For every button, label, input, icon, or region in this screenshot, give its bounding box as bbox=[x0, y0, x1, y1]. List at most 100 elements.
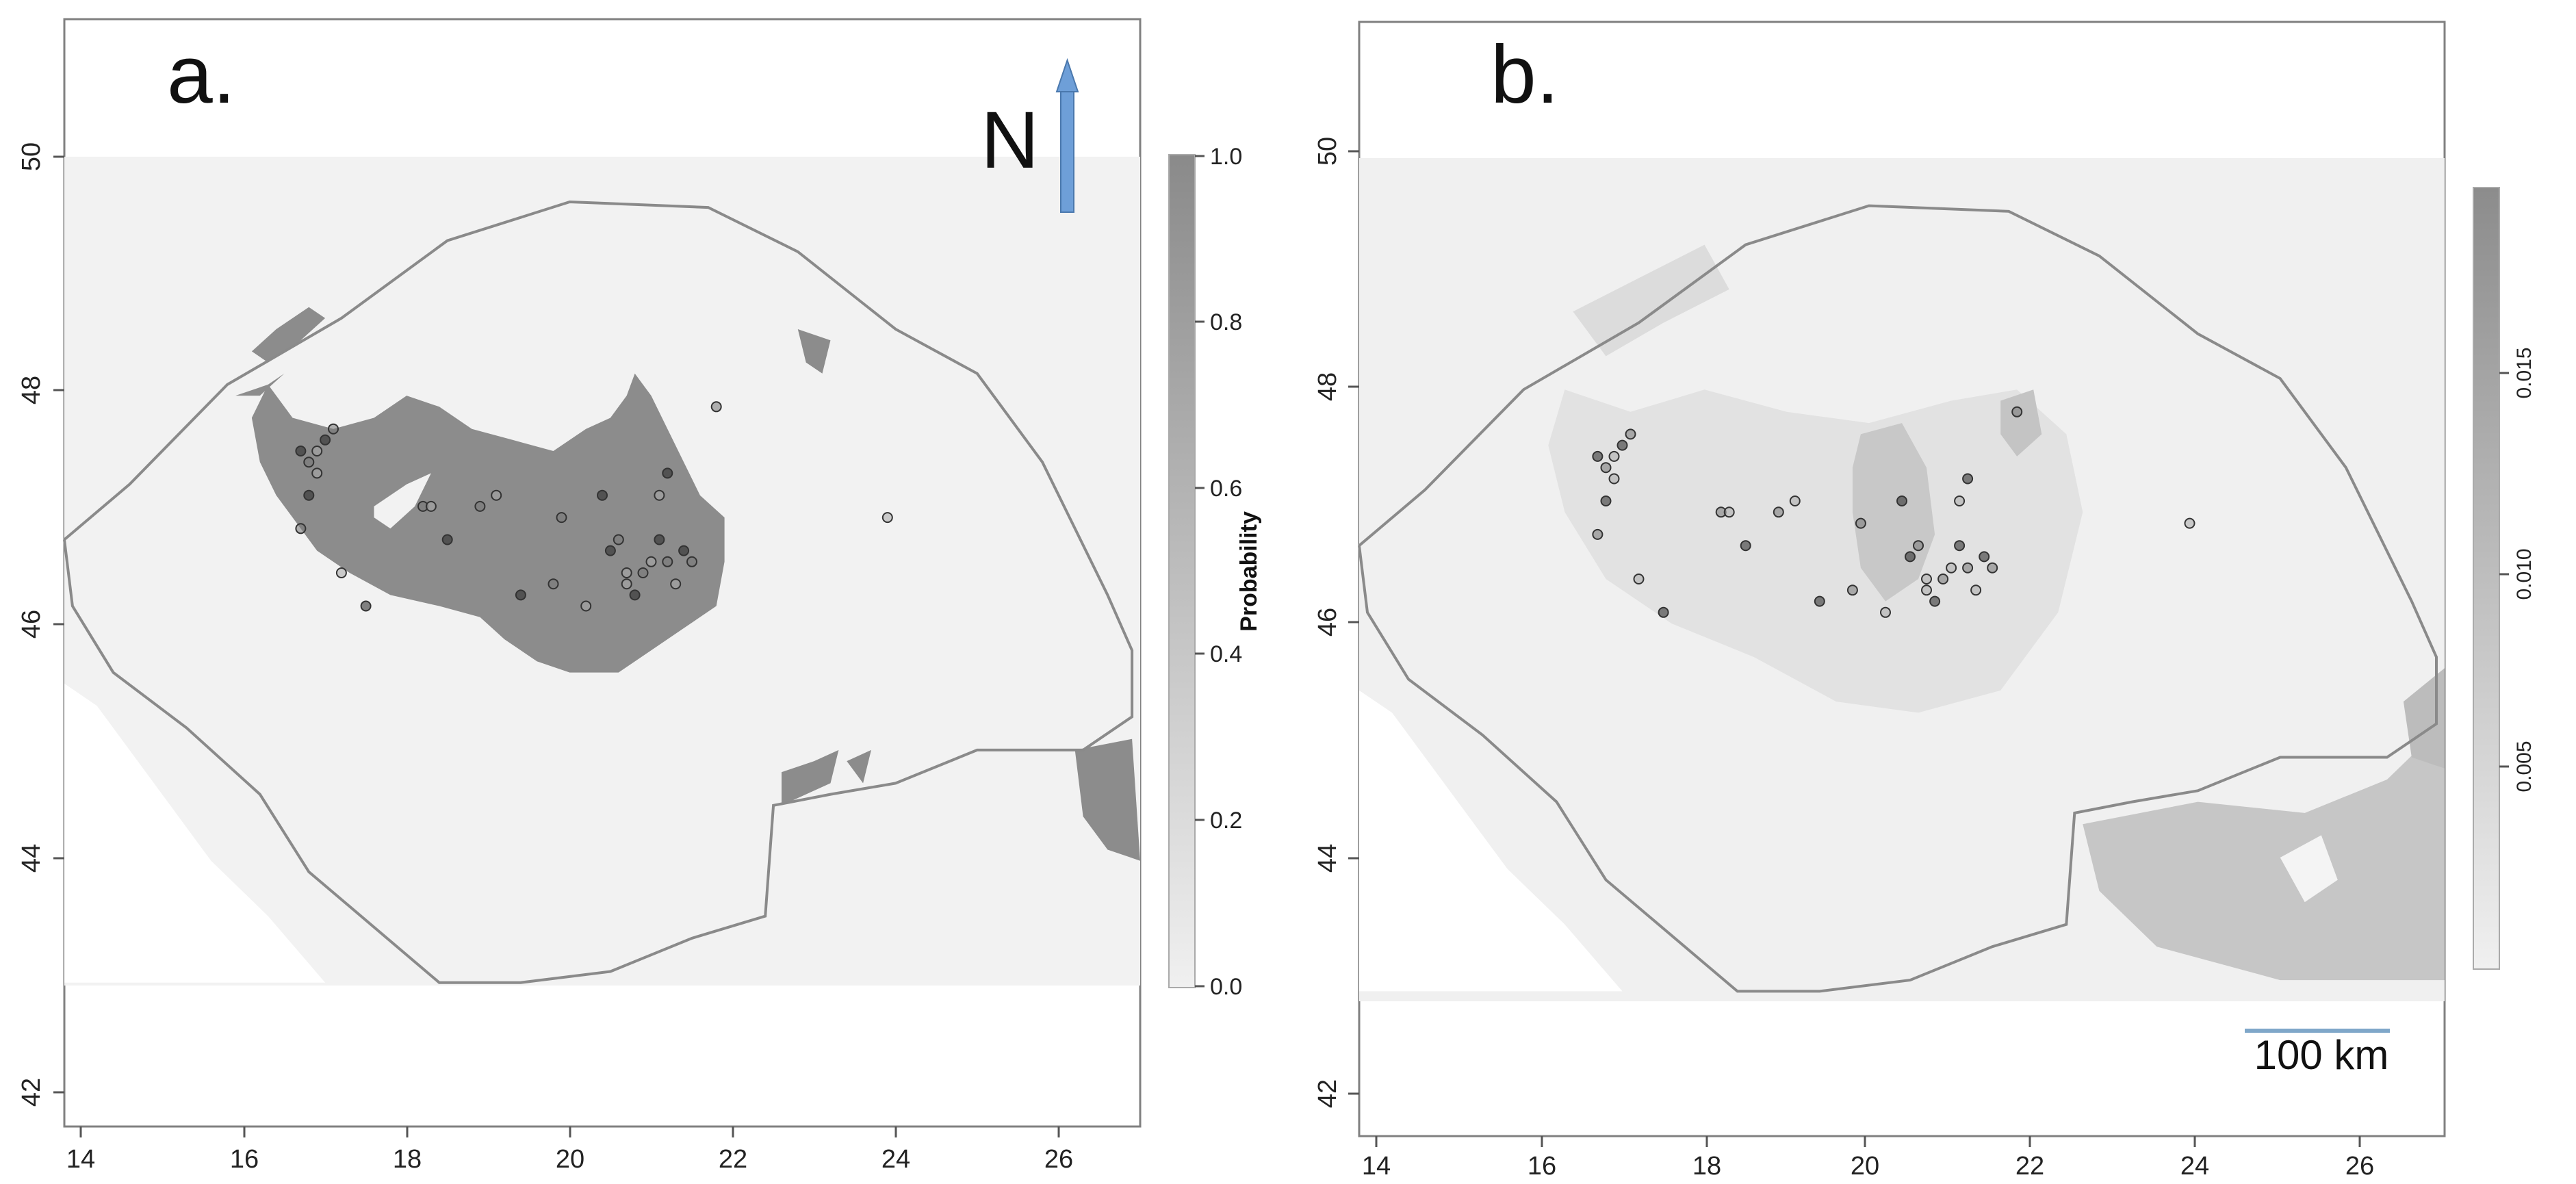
high-probability-patch bbox=[847, 749, 871, 784]
x-tick-label: 14 bbox=[66, 1145, 95, 1174]
occurrence-point bbox=[1789, 496, 1801, 506]
occurrence-points-b bbox=[1592, 406, 2195, 618]
y-tick-label: 46 bbox=[17, 610, 46, 639]
occurrence-point bbox=[360, 600, 372, 612]
x-tick-label: 22 bbox=[2015, 1152, 2044, 1181]
high-probability-patch bbox=[251, 307, 326, 363]
x-tick-label: 22 bbox=[719, 1145, 747, 1174]
high-probability-patch bbox=[782, 749, 839, 806]
occurrence-point bbox=[1880, 606, 1891, 618]
occurrence-point bbox=[1773, 506, 1784, 518]
colorbar-tick-label: 0.005 bbox=[2513, 741, 2536, 792]
occurrence-point bbox=[604, 545, 616, 556]
raster-layer-a bbox=[64, 307, 1140, 983]
colorbar-tick-label: 0.010 bbox=[2513, 548, 2536, 600]
occurrence-point bbox=[1954, 496, 1966, 506]
suitability-low bbox=[2280, 835, 2338, 903]
occurrence-point bbox=[1846, 584, 1858, 596]
x-tick-label: 26 bbox=[1044, 1145, 1073, 1174]
suitability-medium bbox=[1548, 389, 2083, 713]
occurrence-point bbox=[1913, 540, 1924, 552]
occurrence-point bbox=[637, 567, 649, 578]
y-tick-label: 46 bbox=[1313, 608, 1342, 636]
occurrence-point bbox=[2011, 406, 2023, 417]
occurrence-point bbox=[1946, 562, 1957, 574]
x-tick-label: 20 bbox=[1851, 1152, 1879, 1181]
occurrence-point bbox=[629, 589, 641, 601]
x-tick-label: 20 bbox=[556, 1145, 584, 1174]
occurrence-point bbox=[295, 446, 307, 456]
y-tick-label: 48 bbox=[17, 376, 46, 404]
x-tick-label: 16 bbox=[230, 1145, 259, 1174]
y-axis-a: 42 44 46 48 50 bbox=[17, 142, 64, 1107]
occurrence-point bbox=[1592, 528, 1603, 540]
occurrence-point bbox=[1633, 574, 1645, 584]
occurrence-point bbox=[1929, 595, 1941, 607]
raster-layer-b bbox=[1359, 244, 2445, 992]
colorbar-a: 0.0 0.2 0.4 0.6 0.8 1.0 Probability bbox=[1168, 144, 1262, 1000]
colorbar-b: 0.005 0.010 0.015 bbox=[2473, 187, 2536, 970]
high-probability-patch bbox=[797, 329, 831, 374]
occurrence-point bbox=[670, 578, 682, 590]
occurrence-point bbox=[1896, 496, 1907, 506]
x-tick-label: 14 bbox=[1362, 1152, 1391, 1181]
occurrence-point bbox=[548, 578, 559, 590]
occurrence-point bbox=[645, 556, 657, 567]
x-tick-label: 24 bbox=[2180, 1152, 2209, 1181]
occurrence-point bbox=[515, 589, 526, 601]
occurrence-point bbox=[1600, 462, 1612, 474]
x-tick-label: 18 bbox=[393, 1145, 422, 1174]
occurrence-point bbox=[295, 523, 307, 535]
occurrence-point bbox=[1970, 584, 1982, 596]
y-tick-label: 44 bbox=[1313, 844, 1342, 873]
study-area-boundary-b bbox=[1358, 204, 2438, 993]
occurrence-point bbox=[311, 467, 323, 479]
occurrence-point bbox=[580, 600, 592, 612]
occurrence-point bbox=[621, 567, 632, 578]
occurrence-points-a bbox=[295, 401, 893, 612]
y-tick-label: 50 bbox=[17, 142, 46, 171]
occurrence-point bbox=[1723, 506, 1735, 518]
colorbar-gradient-b bbox=[2473, 187, 2500, 970]
map-panel-b: b. 100 km 42 44 46 48 50 bbox=[1313, 21, 2536, 1181]
panel-label-a: a. bbox=[167, 29, 235, 120]
north-arrow: N bbox=[981, 57, 1079, 213]
occurrence-point bbox=[1625, 428, 1636, 440]
suitability-high bbox=[2083, 723, 2445, 981]
occurrence-point bbox=[335, 567, 347, 578]
colorbar-tick-label: 0.6 bbox=[1210, 476, 1242, 502]
x-axis-a: 14 16 18 20 22 24 26 bbox=[66, 1127, 1073, 1174]
occurrence-point bbox=[425, 500, 437, 512]
colorbar-tick-label: 0.4 bbox=[1210, 641, 1242, 667]
map-panel-a: a. N 42 44 46 48 50 bbox=[17, 18, 1262, 1174]
occurrence-point bbox=[1987, 562, 1998, 574]
colorbar-title: Probability bbox=[1236, 511, 1262, 632]
colorbar-tick-label: 0.8 bbox=[1210, 309, 1242, 335]
occurrence-point bbox=[686, 556, 697, 567]
occurrence-point bbox=[328, 423, 339, 435]
x-tick-label: 16 bbox=[1528, 1152, 1556, 1181]
occurrence-point bbox=[1814, 595, 1825, 607]
y-axis-b: 42 44 46 48 50 bbox=[1313, 137, 1359, 1108]
occurrence-point bbox=[320, 434, 331, 446]
high-probability-region bbox=[251, 373, 725, 673]
arrow-up-icon bbox=[1055, 57, 1079, 213]
x-tick-label: 18 bbox=[1692, 1152, 1721, 1181]
high-probability-patch bbox=[1074, 738, 1140, 861]
x-axis-b: 14 16 18 20 22 24 26 bbox=[1362, 1136, 2374, 1181]
occurrence-point bbox=[441, 534, 453, 545]
y-tick-label: 48 bbox=[1313, 372, 1342, 401]
occurrence-point bbox=[654, 534, 665, 545]
colorbar-gradient-a bbox=[1168, 154, 1196, 988]
north-label: N bbox=[981, 95, 1039, 185]
occurrence-point bbox=[1608, 473, 1620, 485]
occurrence-point bbox=[1740, 540, 1751, 552]
occurrence-point bbox=[654, 489, 665, 501]
x-tick-label: 26 bbox=[2345, 1152, 2374, 1181]
suitability-high bbox=[2000, 389, 2042, 456]
scale-bar: 100 km bbox=[2245, 1029, 2390, 1078]
occurrence-point bbox=[1921, 574, 1932, 584]
occurrence-point bbox=[1979, 551, 1990, 563]
occurrence-point bbox=[2184, 517, 2195, 529]
occurrence-point bbox=[1617, 439, 1628, 451]
